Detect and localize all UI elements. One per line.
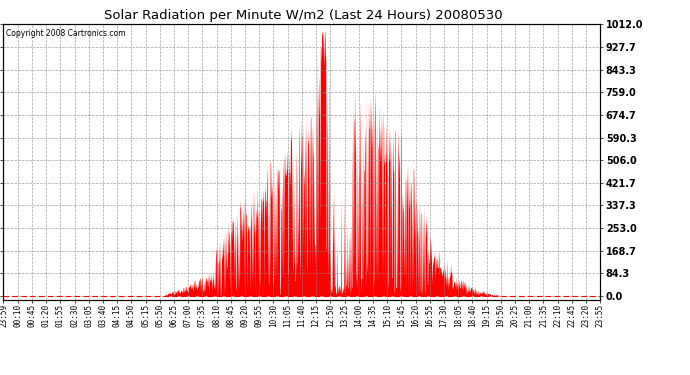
Text: Copyright 2008 Cartronics.com: Copyright 2008 Cartronics.com (6, 28, 126, 38)
Text: Solar Radiation per Minute W/m2 (Last 24 Hours) 20080530: Solar Radiation per Minute W/m2 (Last 24… (104, 9, 503, 22)
